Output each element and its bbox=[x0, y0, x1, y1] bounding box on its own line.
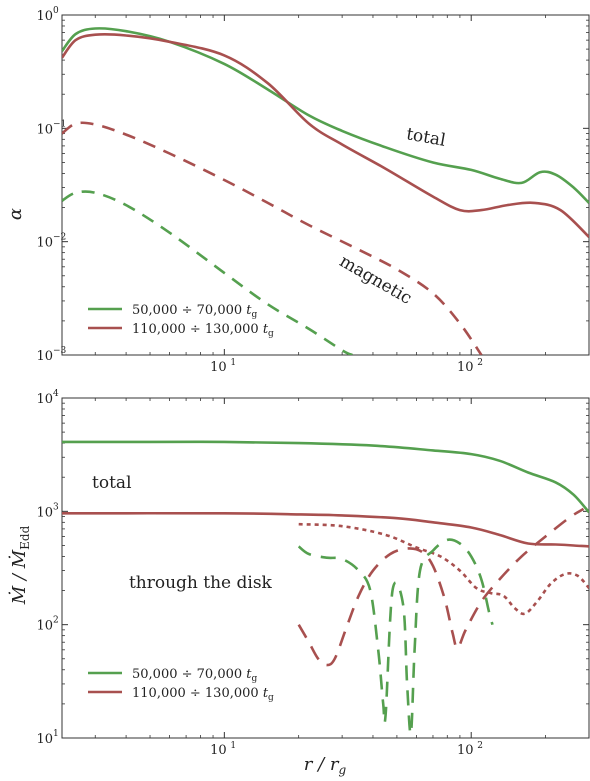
legend-label: 110,000 ÷ 130,000 tg bbox=[132, 686, 274, 703]
y-tick-label: 10 bbox=[36, 236, 53, 251]
series-line-green-total bbox=[62, 440, 589, 514]
annotation-label: through the disk bbox=[129, 573, 273, 593]
x-tick-exponent: 1 bbox=[230, 358, 236, 368]
plot-frame bbox=[61, 14, 590, 356]
y-tick-exponent: 2 bbox=[53, 616, 59, 626]
series-line-green-magnetic bbox=[62, 190, 353, 355]
x-axis-label: r / rg bbox=[304, 754, 347, 777]
x-tick-exponent: 2 bbox=[477, 741, 483, 751]
annotation-label: total bbox=[92, 473, 131, 493]
plot-frame bbox=[61, 397, 590, 739]
y-tick-label: 10 bbox=[36, 349, 53, 364]
x-tick-label: 10 bbox=[457, 360, 474, 375]
y-tick-label: 10 bbox=[36, 122, 53, 137]
series-group bbox=[62, 27, 589, 355]
y-tick-exponent: −2 bbox=[53, 233, 66, 243]
y-axis-label: Ṁ / ṀEdd bbox=[7, 525, 32, 605]
x-tick-label: 10 bbox=[457, 743, 474, 758]
y-tick-exponent: −3 bbox=[53, 346, 67, 356]
x-tick-label: 10 bbox=[210, 743, 227, 758]
series-line-green-total bbox=[62, 27, 589, 204]
annotation-label: total bbox=[405, 124, 447, 151]
series-line-red-total bbox=[62, 32, 589, 238]
legend-label: 50,000 ÷ 70,000 tg bbox=[132, 303, 258, 320]
series-line-red-disk-dashed bbox=[297, 507, 585, 667]
y-axis-label: α bbox=[5, 208, 26, 220]
x-tick-exponent: 2 bbox=[477, 358, 483, 368]
y-tick-label: 10 bbox=[36, 505, 53, 520]
series-line-green-disk-dashed bbox=[297, 538, 494, 735]
series-line-red-through-disk bbox=[298, 522, 589, 616]
y-tick-exponent: 4 bbox=[53, 389, 59, 399]
y-tick-label: 10 bbox=[36, 732, 53, 747]
series-line-red-magnetic bbox=[62, 121, 483, 355]
x-tick-label: 10 bbox=[210, 360, 227, 375]
y-tick-exponent: 0 bbox=[53, 6, 59, 16]
series-group bbox=[62, 440, 589, 735]
y-tick-exponent: −1 bbox=[53, 119, 66, 129]
y-tick-exponent: 3 bbox=[53, 502, 59, 512]
series-line-red-total bbox=[62, 511, 589, 548]
legend-label: 50,000 ÷ 70,000 tg bbox=[132, 667, 258, 684]
y-tick-label: 10 bbox=[36, 619, 53, 634]
y-tick-label: 10 bbox=[36, 9, 53, 24]
y-tick-label: 10 bbox=[36, 392, 53, 407]
legend-label: 110,000 ÷ 130,000 tg bbox=[132, 322, 274, 339]
annotation-label: magnetic bbox=[336, 251, 415, 308]
panel-alpha: 10 1 10 210 −310 −210 −110 0totalmagnetic50,000… bbox=[5, 6, 590, 375]
x-tick-exponent: 1 bbox=[230, 741, 236, 751]
y-tick-exponent: 1 bbox=[53, 729, 59, 739]
